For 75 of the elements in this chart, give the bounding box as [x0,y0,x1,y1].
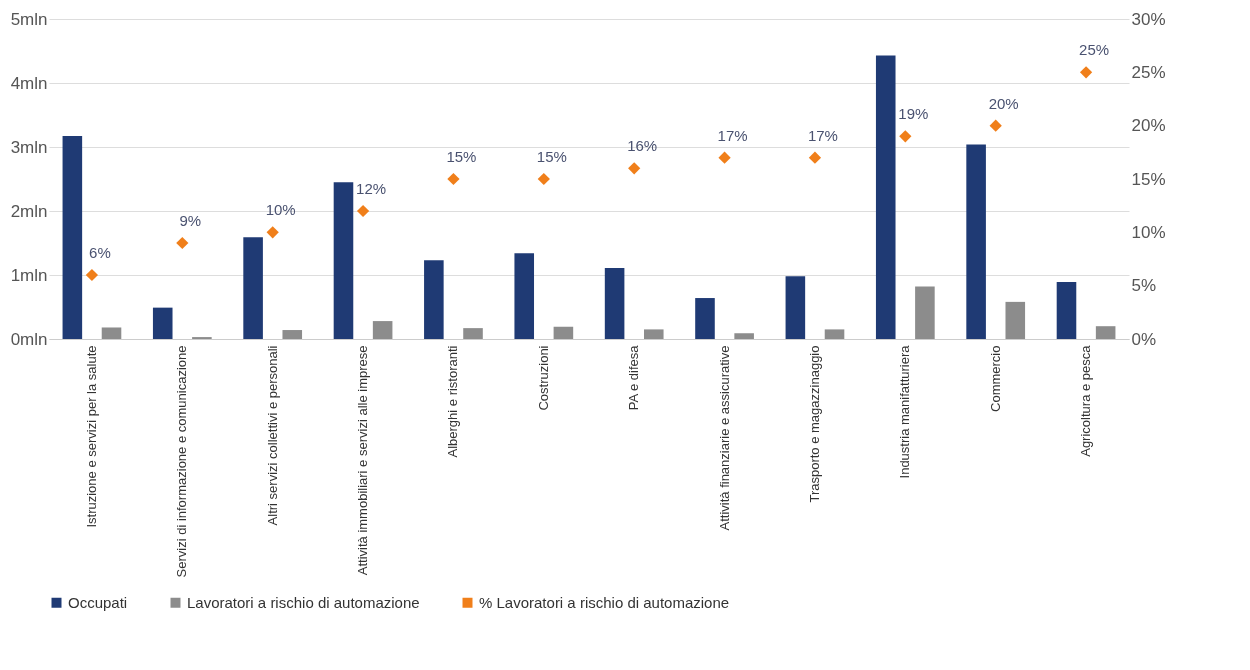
y2-tick-label: 20% [1131,116,1166,136]
bar [695,298,715,339]
data-label: 19% [898,105,929,123]
bar [333,182,354,339]
y-tick-label: 1mln [10,265,48,285]
data-label: 20% [988,94,1019,112]
bar [1056,282,1077,339]
legend-label: Occupati [68,593,128,611]
y-tick-label: 3mln [10,137,48,157]
bar [734,333,754,339]
point [718,151,731,164]
y2-tick-label: 30% [1131,9,1166,29]
bar [243,237,263,339]
bar [463,328,483,339]
bar [424,260,444,339]
x-tick-label: Alberghi e ristoranti [445,345,461,458]
data-label: 16% [627,137,658,155]
bar [824,329,845,339]
data-label: 12% [356,180,387,197]
y2-tick-label: 10% [1131,222,1166,242]
point [266,226,279,239]
x-tick-label: Attività finanziarie e assicurative [716,345,732,531]
bar [101,327,122,339]
bar [785,276,806,339]
point [808,151,822,164]
x-tick-label: Costruzioni [535,345,551,411]
point [85,268,99,282]
x-tick-label: Industria manifatturiera [897,344,913,479]
point [537,172,550,186]
point [176,236,189,250]
legend-label: % Lavoratori a rischio di automazione [479,593,730,611]
bar [1095,326,1116,339]
point [989,119,1002,132]
x-tick-label: Agricoltura e pesca [1078,344,1094,457]
bar [62,136,83,339]
point [1079,66,1093,79]
bar [514,253,535,339]
data-label: 15% [536,148,567,165]
y2-tick-label: 25% [1131,62,1166,82]
point [899,130,912,143]
y-tick-label: 2mln [10,201,48,221]
x-tick-label: Attività immobiliari e servizi alle imprese [355,345,371,576]
bar [553,326,574,339]
x-tick-label: PA e difesa [626,344,642,411]
bar [1005,301,1026,339]
point [356,204,370,218]
bar [966,144,986,339]
data-label: 17% [807,126,838,144]
data-label: 25% [1079,41,1110,59]
x-tick-label: Trasporto e magazzinaggio [806,345,822,503]
data-label: 9% [179,212,202,229]
bar [372,321,393,339]
y2-tick-label: 5% [1131,276,1157,296]
data-label: 17% [717,126,748,144]
y-tick-label: 5mln [10,9,48,29]
bar [152,307,173,339]
legend-label: Lavoratori a rischio di automazione [187,593,420,611]
bar [915,286,935,339]
bar [875,55,896,339]
bar [604,267,625,339]
y-tick-label: 4mln [10,73,48,93]
y2-tick-label: 15% [1131,169,1166,189]
data-label: 6% [89,244,111,261]
x-tick-label: Istruzione e servizi per la salute [83,345,99,528]
point [628,162,641,175]
data-label: 15% [446,148,477,165]
bar [643,329,664,339]
x-tick-label: Altri servizi collettivi e personali [264,345,280,526]
data-label: 10% [265,201,296,219]
x-tick-label: Commercio [987,345,1003,412]
x-tick-label: Servizi di informazione e comunicazione [174,345,190,578]
y2-tick-label: 0% [1131,329,1157,349]
y-tick-label: 0mln [10,329,48,349]
point [447,172,460,186]
bar [282,330,303,339]
